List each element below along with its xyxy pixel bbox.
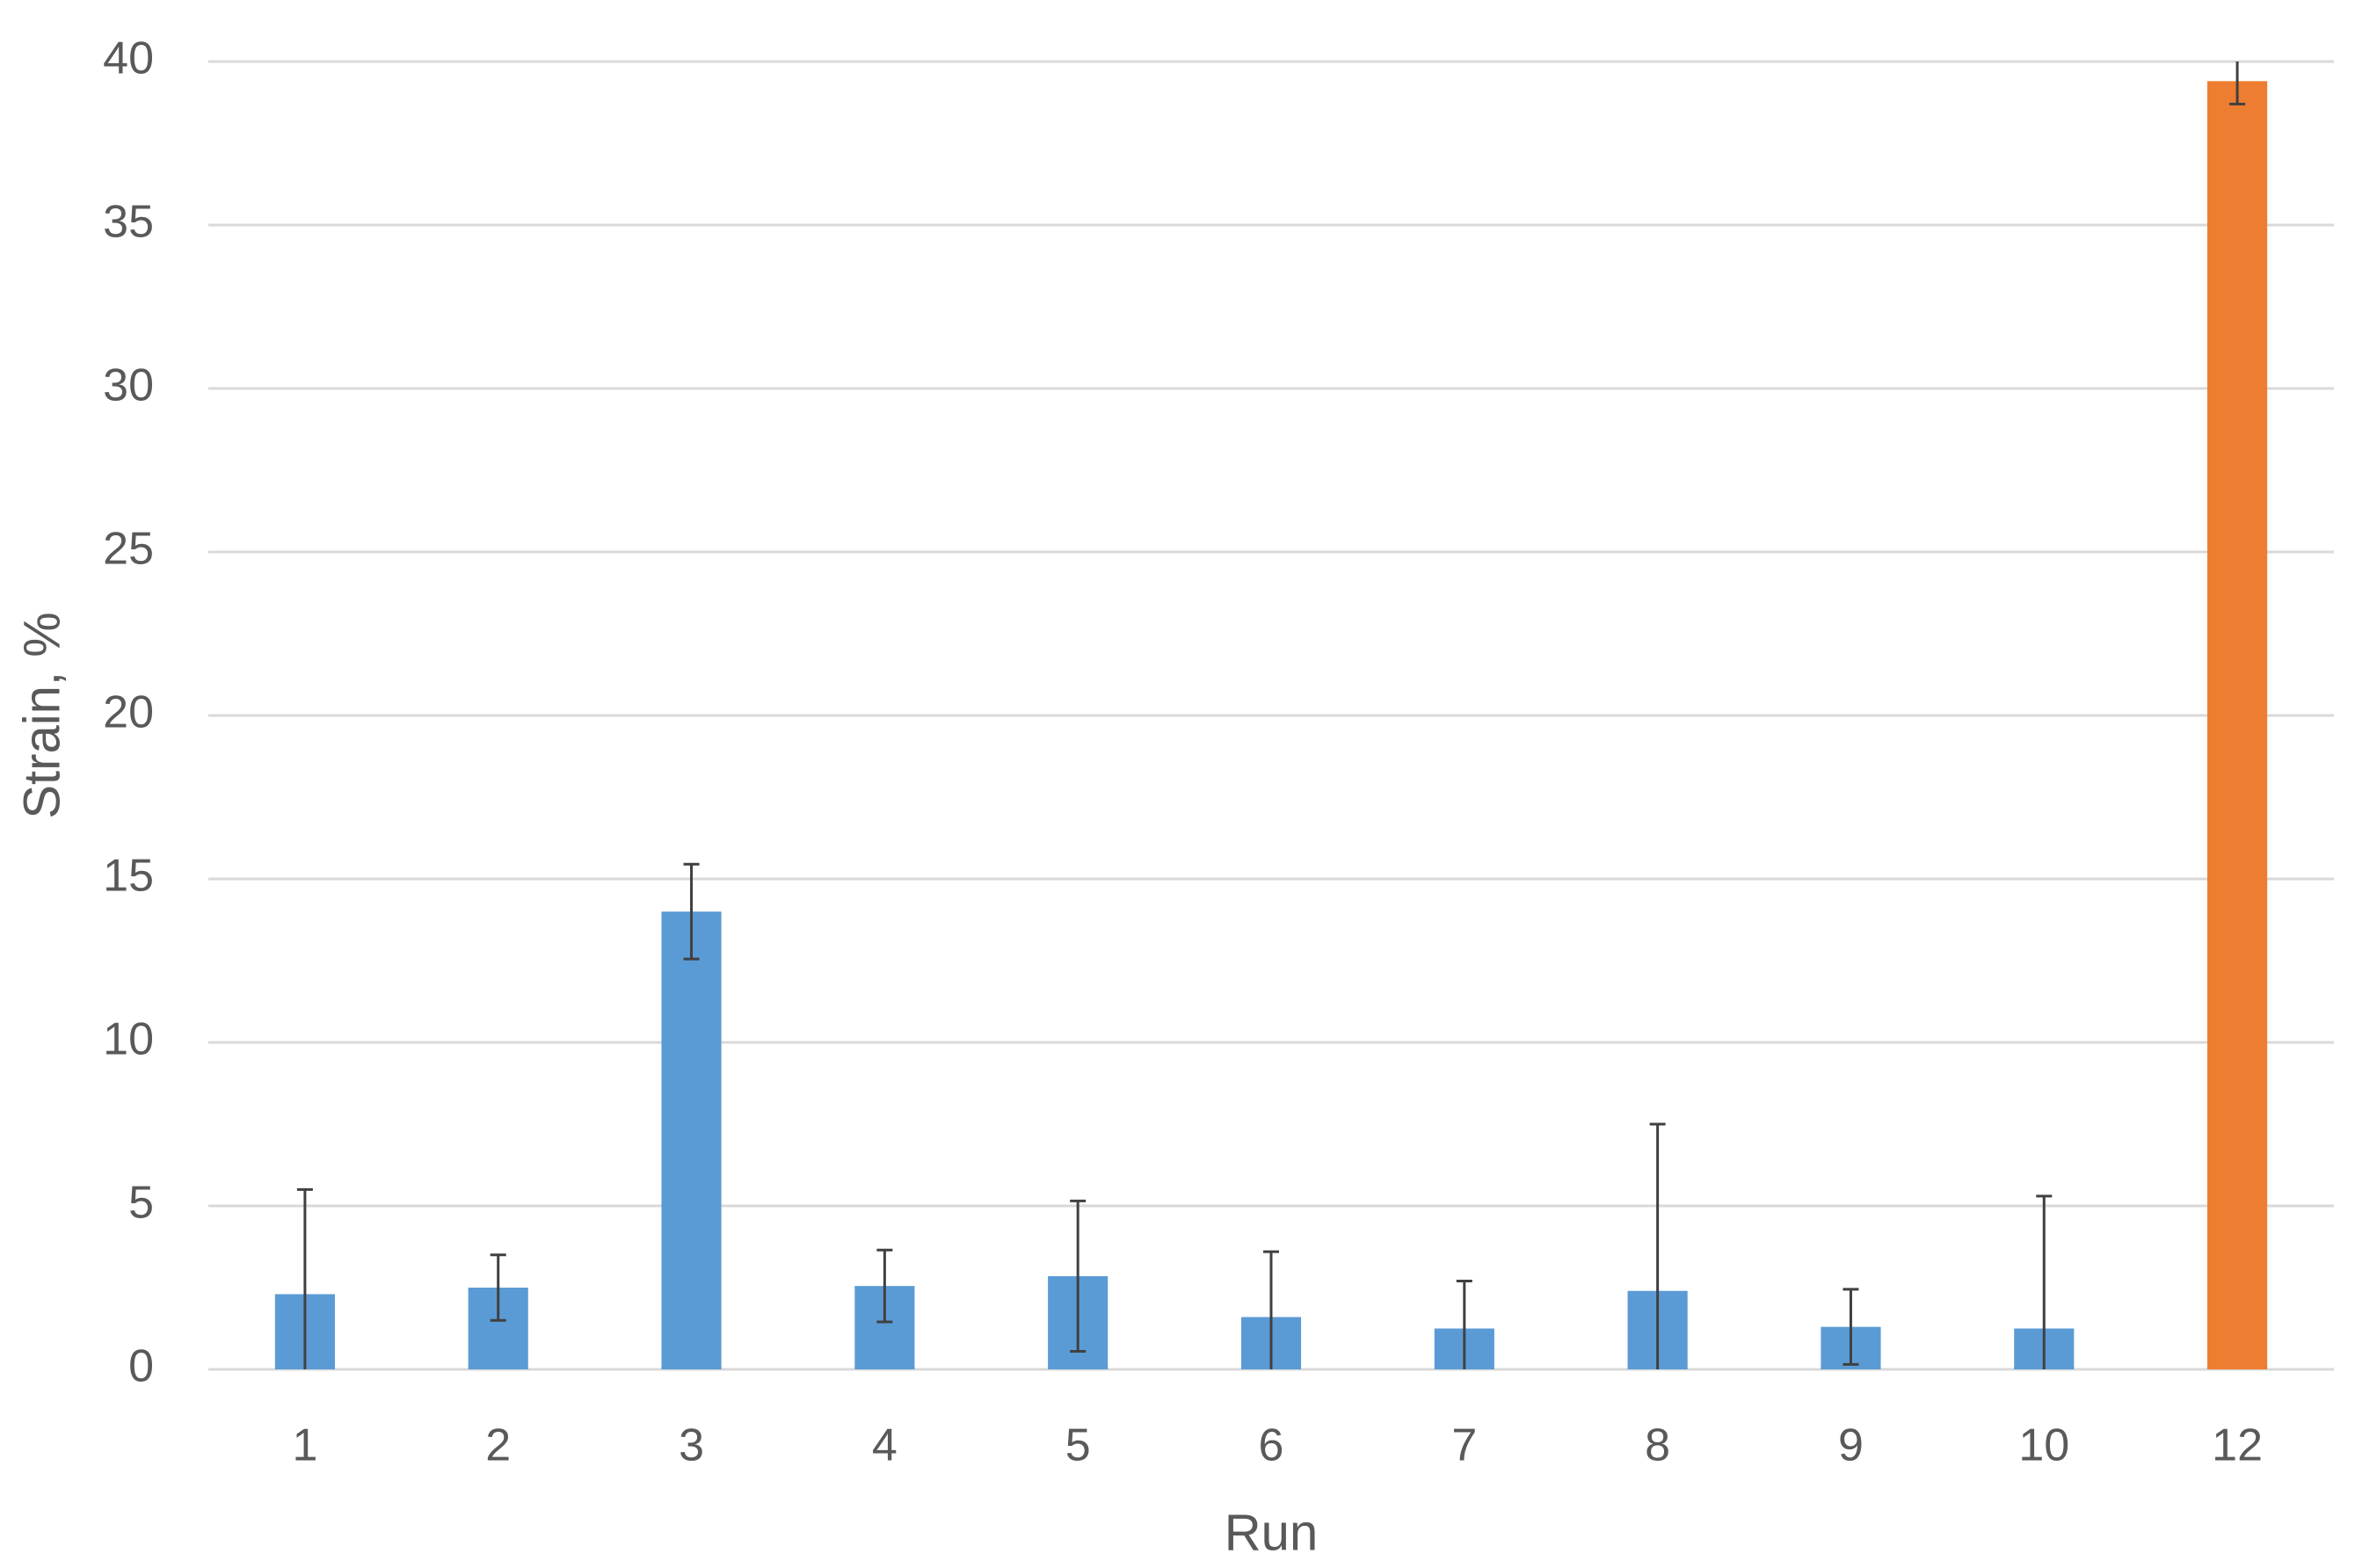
error-bar <box>296 1187 313 1369</box>
error-bar <box>1649 1122 1666 1369</box>
grid <box>208 60 2334 1371</box>
bar <box>2207 81 2268 1370</box>
x-tick-label: 1 <box>292 1420 317 1471</box>
error-bars <box>296 62 2246 1369</box>
error-bar <box>1263 1250 1279 1369</box>
x-tick-label: 4 <box>872 1420 898 1471</box>
error-bar <box>2229 62 2246 105</box>
x-tick-label: 8 <box>1645 1420 1670 1471</box>
x-tick-label: 7 <box>1451 1420 1477 1471</box>
y-axis-title: Strain, % <box>13 612 70 818</box>
y-tick-label: 5 <box>128 1178 154 1229</box>
x-tick-label: 12 <box>2212 1420 2263 1471</box>
y-tick-label: 25 <box>103 524 154 575</box>
error-bar <box>683 862 700 961</box>
x-axis-title: Run <box>1225 1504 1318 1561</box>
y-tick-label: 35 <box>103 197 154 248</box>
error-bar <box>1070 1199 1087 1354</box>
error-bar <box>1456 1280 1472 1369</box>
y-tick-label: 0 <box>128 1341 154 1392</box>
x-tick-label: 9 <box>1838 1420 1864 1471</box>
x-tick-label: 10 <box>2018 1420 2069 1471</box>
x-tick-label: 3 <box>679 1420 704 1471</box>
error-bar <box>2036 1194 2053 1369</box>
error-bar <box>1843 1288 1859 1366</box>
y-tick-label: 20 <box>103 687 154 738</box>
x-tick-label: 2 <box>485 1420 511 1471</box>
y-tick-label: 10 <box>103 1014 154 1065</box>
y-tick-label: 30 <box>103 360 154 411</box>
bar <box>661 911 722 1369</box>
y-tick-label: 40 <box>103 33 154 84</box>
error-bar <box>490 1253 506 1322</box>
x-tick-label: 5 <box>1065 1420 1091 1471</box>
y-tick-label: 15 <box>103 851 154 902</box>
x-tick-label: 6 <box>1259 1420 1284 1471</box>
bars <box>274 81 2268 1370</box>
error-bar <box>876 1248 893 1324</box>
